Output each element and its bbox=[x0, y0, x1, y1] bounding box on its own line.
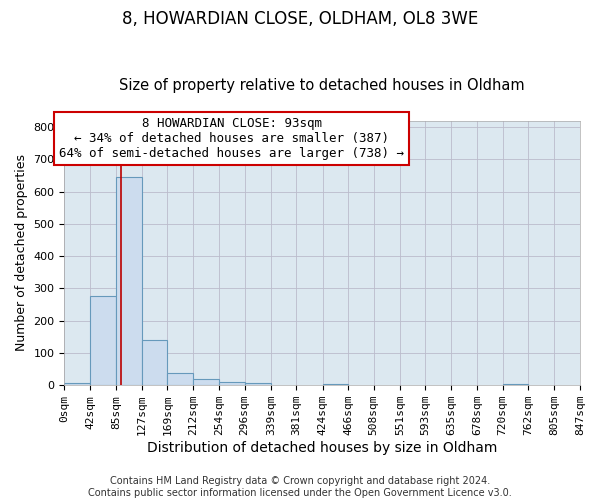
Bar bbox=[116, 177, 142, 385]
Bar bbox=[64, 382, 90, 385]
Bar bbox=[245, 382, 271, 385]
Text: 8, HOWARDIAN CLOSE, OLDHAM, OL8 3WE: 8, HOWARDIAN CLOSE, OLDHAM, OL8 3WE bbox=[122, 10, 478, 28]
Bar bbox=[219, 382, 245, 385]
Bar bbox=[503, 384, 528, 385]
Bar bbox=[167, 373, 193, 385]
X-axis label: Distribution of detached houses by size in Oldham: Distribution of detached houses by size … bbox=[147, 441, 497, 455]
Bar bbox=[193, 379, 219, 385]
Text: 8 HOWARDIAN CLOSE: 93sqm
← 34% of detached houses are smaller (387)
64% of semi-: 8 HOWARDIAN CLOSE: 93sqm ← 34% of detach… bbox=[59, 117, 404, 160]
Bar bbox=[142, 340, 167, 385]
Y-axis label: Number of detached properties: Number of detached properties bbox=[15, 154, 28, 352]
Bar bbox=[90, 296, 116, 385]
Text: Contains HM Land Registry data © Crown copyright and database right 2024.
Contai: Contains HM Land Registry data © Crown c… bbox=[88, 476, 512, 498]
Title: Size of property relative to detached houses in Oldham: Size of property relative to detached ho… bbox=[119, 78, 525, 93]
Bar bbox=[323, 384, 348, 385]
